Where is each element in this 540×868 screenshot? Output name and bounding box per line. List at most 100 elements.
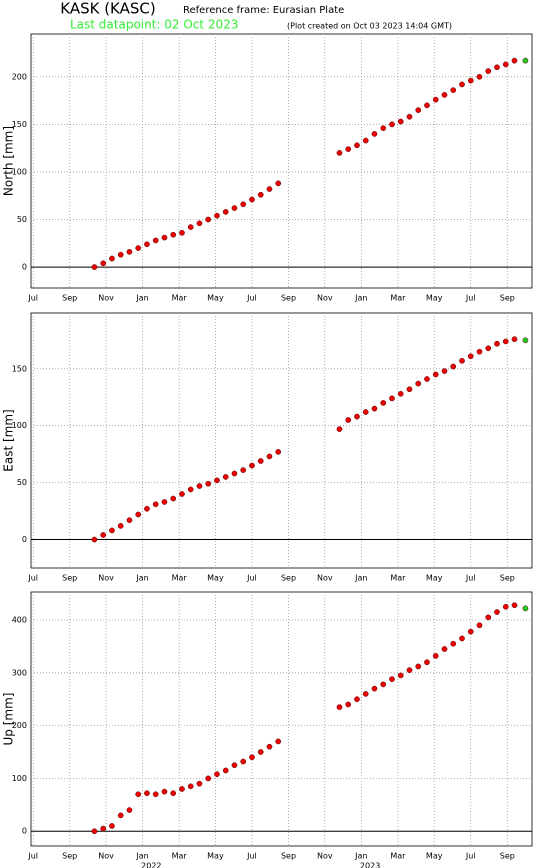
data-point [109, 527, 115, 534]
y-tick-label: 50 [17, 478, 27, 487]
data-point [161, 788, 168, 795]
data-point [214, 771, 220, 778]
data-point [117, 251, 124, 258]
x-tick-label: May [207, 294, 224, 303]
data-point [126, 807, 133, 813]
x-tick-label: Jan [354, 574, 367, 583]
data-point [380, 681, 387, 688]
data-point [196, 780, 203, 787]
x-tick-label: Nov [98, 294, 114, 303]
data-point [502, 603, 509, 610]
x-tick-label: Nov [317, 852, 333, 861]
data-point [354, 142, 360, 149]
data-point [415, 663, 422, 670]
data-point [135, 245, 142, 251]
x-tick-label: Mar [390, 294, 406, 303]
data-point [432, 371, 439, 378]
data-point [240, 758, 247, 765]
data-point [345, 417, 352, 423]
y-tick-label: 0 [22, 827, 27, 836]
data-point [397, 118, 404, 125]
x-tick-label: May [426, 574, 443, 583]
data-point [100, 260, 107, 267]
data-point [380, 125, 387, 132]
data-point [485, 68, 492, 74]
data-point [494, 609, 500, 615]
x-tick-label: Jan [135, 294, 148, 303]
y-tick-label: 100 [12, 421, 27, 430]
data-point [240, 201, 247, 208]
data-point [257, 749, 264, 755]
data-point [100, 532, 107, 538]
x-tick-label: Jul [27, 294, 38, 303]
data-point [109, 255, 115, 262]
data-point [397, 672, 404, 679]
data-point [257, 191, 264, 198]
x-tick-label: Mar [172, 574, 188, 583]
x-tick-label: Sep [500, 294, 515, 303]
data-point [249, 196, 255, 203]
x-tick-label: Sep [62, 574, 77, 583]
x-tick-label: Jul [246, 574, 257, 583]
x-tick-label: May [207, 852, 224, 861]
y-tick-label: 0 [22, 535, 27, 544]
data-point [266, 453, 273, 460]
reference-frame: Reference frame: Eurasian Plate [183, 5, 344, 16]
data-point [222, 474, 229, 480]
data-point [371, 685, 378, 692]
plot-area [30, 33, 533, 289]
x-tick-label: May [426, 852, 443, 861]
x-tick-label: Sep [62, 294, 77, 303]
data-point [152, 237, 159, 244]
data-point [91, 828, 98, 835]
x-tick-label: Sep [281, 852, 296, 861]
data-point [354, 413, 360, 420]
data-point [336, 150, 343, 156]
data-point [170, 790, 177, 797]
data-point [485, 345, 492, 352]
data-point [432, 653, 439, 659]
x-tick-label: May [207, 574, 224, 583]
data-point [522, 337, 529, 344]
data-point [187, 783, 194, 790]
data-point [406, 113, 413, 120]
x-tick-label: Sep [281, 574, 296, 583]
data-point [231, 205, 238, 211]
x-tick-label: Jul [465, 574, 476, 583]
data-point [432, 96, 439, 103]
data-point [100, 825, 107, 832]
data-point [354, 696, 360, 703]
x-tick-label: May [426, 294, 443, 303]
x-tick-label: Mar [172, 294, 188, 303]
data-point [179, 491, 185, 497]
data-point [179, 229, 185, 236]
data-point [476, 622, 483, 629]
y-axis-label: East [mm] [2, 409, 16, 471]
data-point [161, 499, 168, 505]
data-point [249, 462, 255, 469]
data-point [502, 61, 509, 68]
data-point [389, 676, 395, 682]
x-tick-label: Mar [390, 574, 406, 583]
data-point [144, 241, 150, 248]
x-tick-label: Sep [62, 852, 77, 861]
x-tick-label: Jan [135, 574, 148, 583]
data-point [205, 775, 212, 782]
data-point [502, 338, 509, 345]
data-point [170, 495, 177, 502]
x-tick-label: Jul [27, 852, 38, 861]
data-point [362, 409, 369, 415]
data-point [371, 131, 378, 137]
data-point [389, 395, 395, 402]
data-point [424, 102, 430, 109]
data-point [441, 368, 448, 374]
data-point [494, 340, 500, 347]
x-tick-label: Jan [354, 852, 367, 861]
data-point [152, 791, 159, 798]
data-point [389, 121, 395, 128]
data-point [406, 386, 413, 393]
data-point [476, 348, 483, 355]
data-point [126, 517, 133, 524]
data-point [144, 790, 150, 797]
